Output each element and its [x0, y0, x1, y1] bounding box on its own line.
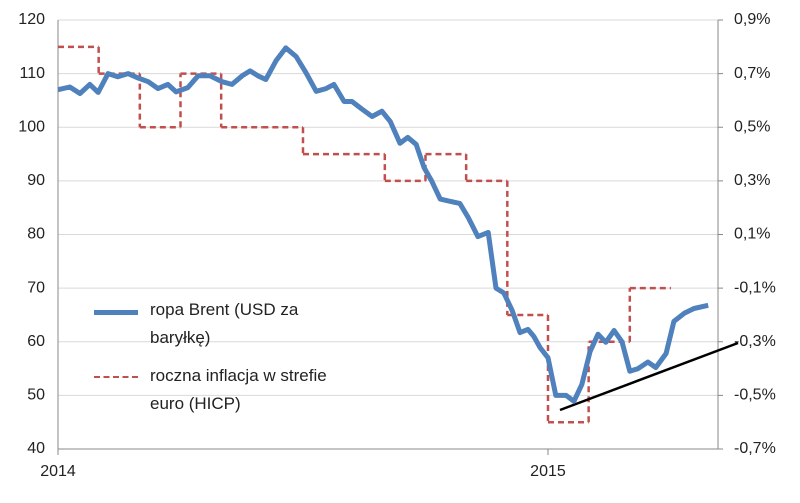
y2-tick-label: -0,7%: [734, 440, 776, 457]
y2-tick-label: 0,9%: [734, 11, 770, 28]
y-tick-label: 120: [18, 11, 45, 28]
x-tick-label: 2015: [530, 463, 566, 480]
x-tick-label: 2014: [40, 463, 76, 480]
legend-label: ropa Brent (USD za baryłkę): [150, 300, 299, 347]
y2-tick-label: -0,5%: [734, 387, 776, 404]
y-tick-label: 100: [18, 118, 45, 135]
y2-tick-label: -0,1%: [734, 279, 776, 296]
y-tick-label: 40: [27, 440, 45, 457]
y-tick-label: 70: [27, 279, 45, 296]
y2-tick-label: -0,3%: [734, 333, 776, 350]
y-tick-label: 90: [27, 172, 45, 189]
legend-entry: roczna inflacja w strefie euro (HICP): [92, 362, 330, 418]
y2-tick-label: 0,7%: [734, 65, 770, 82]
y2-tick-label: 0,3%: [734, 172, 770, 189]
legend: ropa Brent (USD za baryłkę) roczna inflac…: [92, 296, 352, 428]
y-tick-label: 80: [27, 226, 45, 243]
legend-swatch: [94, 376, 138, 378]
y2-tick-label: 0,1%: [734, 226, 770, 243]
y-tick-label: 60: [27, 333, 45, 350]
trend-line: [559, 341, 739, 412]
y-tick-label: 110: [19, 65, 45, 82]
legend-entry: ropa Brent (USD za baryłkę): [92, 296, 330, 352]
y2-tick-label: 0,5%: [734, 118, 770, 135]
y-tick-label: 50: [27, 387, 45, 404]
legend-label: roczna inflacja w strefie euro (HICP): [150, 366, 327, 413]
legend-swatch: [94, 310, 138, 315]
series-line: [57, 45, 709, 404]
